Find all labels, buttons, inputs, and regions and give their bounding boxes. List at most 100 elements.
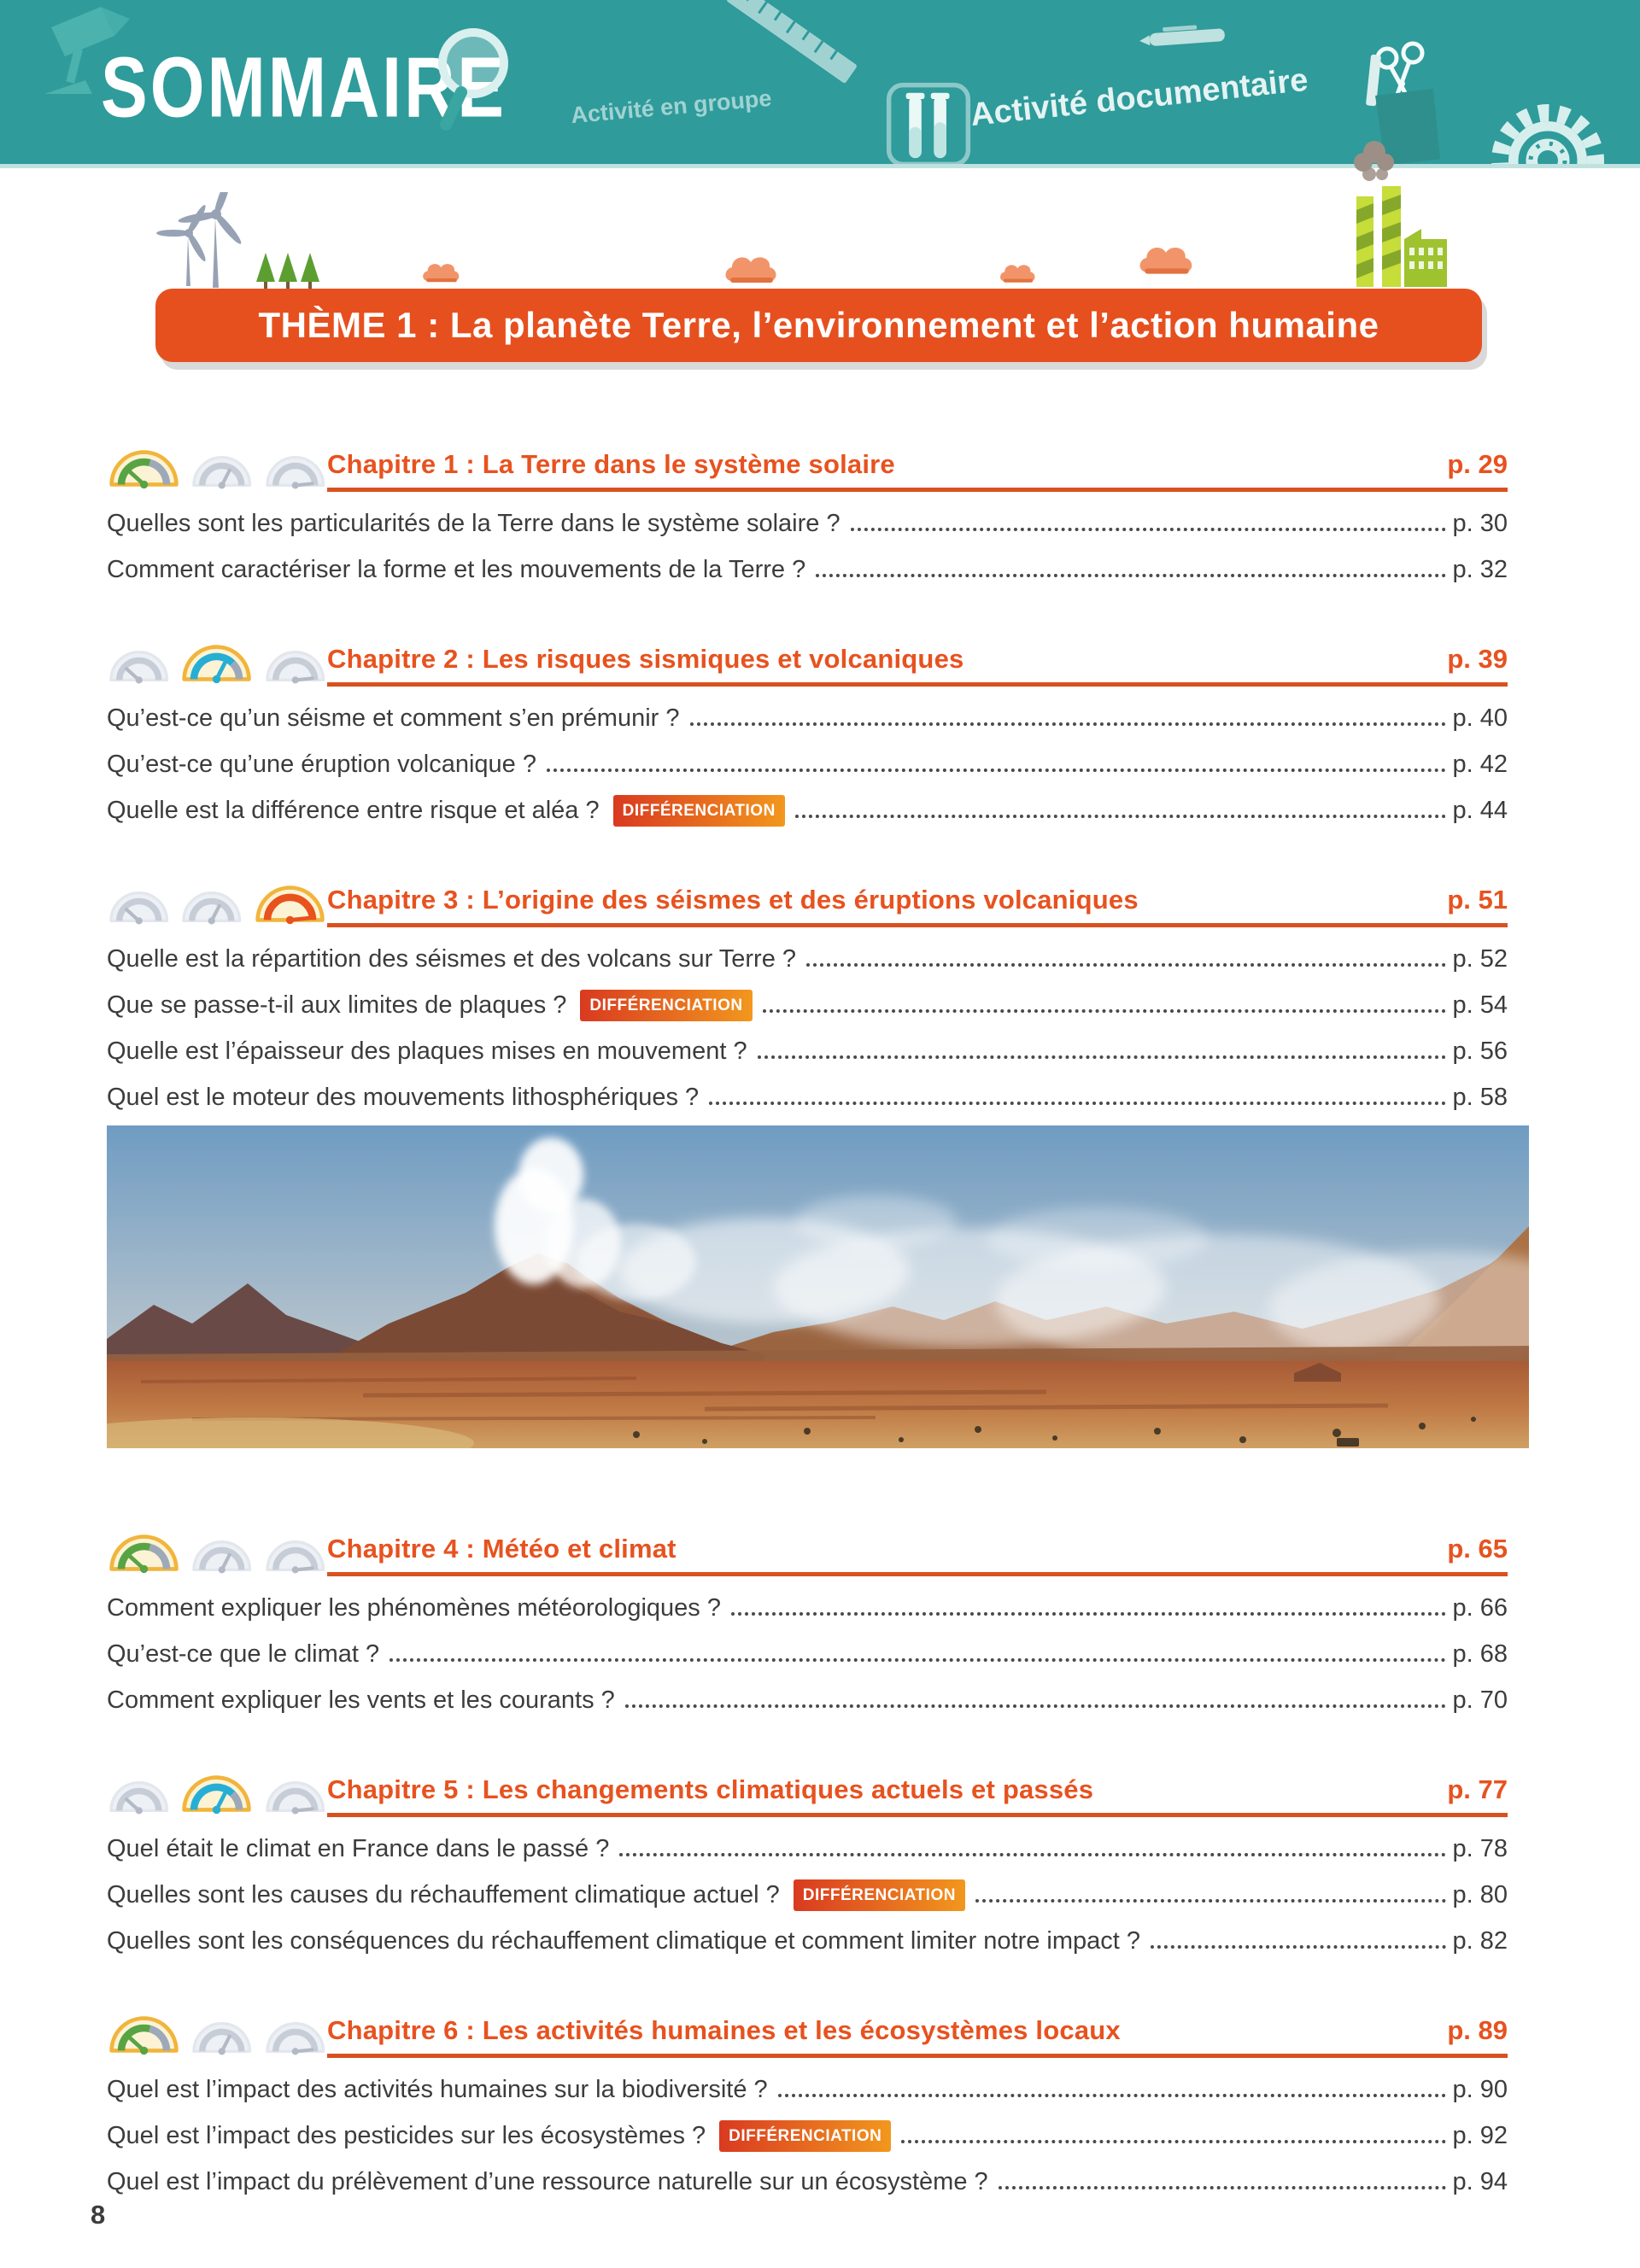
toc-entry-page: p. 78 — [1452, 1834, 1508, 1862]
chapter-section: Chapitre 3 : L’origine des séismes et de… — [107, 856, 1508, 1120]
difficulty-gauge-set — [107, 2013, 327, 2056]
toc-entry-text: Quel était le climat en France dans le p… — [107, 1834, 610, 1862]
difficulty-gauge — [192, 455, 252, 489]
page-title: SOMMAIRE — [101, 40, 507, 136]
page-number: 8 — [91, 2200, 106, 2230]
difficulty-gauge — [182, 891, 242, 925]
toc-entry-page: p. 92 — [1452, 2121, 1508, 2149]
cloud-icon — [423, 264, 460, 283]
toc-entry-page: p. 32 — [1452, 555, 1508, 583]
toc-entry: Quel est le moteur des mouvements lithos… — [107, 1074, 1508, 1120]
toc-entry: Quelles sont les particularités de la Te… — [107, 500, 1508, 547]
toc-entry-text: Quelle est la répartition des séismes et… — [107, 944, 797, 973]
difficulty-gauge — [192, 1540, 252, 1574]
chapter-heading: Chapitre 4 : Météo et climat p. 65 — [107, 1505, 1508, 1576]
chapter-rule — [327, 923, 1508, 927]
cloud-icon — [1139, 248, 1192, 274]
chapter-section: Chapitre 2 : Les risques sismiques et vo… — [107, 615, 1508, 833]
pen-icon — [1139, 25, 1225, 46]
toc-entry-text: Quelle est l’épaisseur des plaques mises… — [107, 1037, 747, 1065]
toc-entry-page: p. 80 — [1452, 1880, 1508, 1909]
toc-entry: Que se passe-t-il aux limites de plaques… — [107, 982, 1508, 1028]
toc-entry-page: p. 68 — [1452, 1640, 1508, 1668]
chapter-heading: Chapitre 2 : Les risques sismiques et vo… — [107, 615, 1508, 687]
difficulty-gauge — [192, 2021, 252, 2055]
toc-entry: Quelles sont les conséquences du réchauf… — [107, 1918, 1508, 1964]
chapter-title: Chapitre 2 : Les risques sismiques et vo… — [327, 644, 964, 674]
differentiation-badge: DIFFÉRENCIATION — [719, 2119, 892, 2152]
toc-entry-page: p. 54 — [1452, 991, 1508, 1019]
dot-leader — [998, 2186, 1446, 2189]
dot-leader — [730, 1612, 1446, 1616]
dot-leader — [777, 2094, 1446, 2097]
chapter-rule — [327, 1572, 1508, 1576]
chapter-section: Chapitre 4 : Météo et climat p. 65 Comme… — [107, 1505, 1508, 1723]
chapter-title: Chapitre 3 : L’origine des séismes et de… — [327, 885, 1139, 915]
toc-entry-page: p. 94 — [1452, 2167, 1508, 2195]
chapter-page-number: p. 51 — [1447, 885, 1508, 915]
toc-entry-text: Qu’est-ce qu’une éruption volcanique ? — [107, 750, 536, 778]
chapter-section: Chapitre 1 : La Terre dans le système so… — [107, 420, 1508, 593]
chapter-section: Chapitre 6 : Les activités humaines et l… — [107, 1986, 1508, 2205]
dot-leader — [975, 1899, 1446, 1903]
dot-leader — [762, 1009, 1446, 1013]
documentary-activity-label: Activité documentaire — [969, 61, 1310, 134]
toc-entry-page: p. 30 — [1452, 509, 1508, 537]
toc-entry-page: p. 70 — [1452, 1686, 1508, 1714]
table-of-contents: Chapitre 1 : La Terre dans le système so… — [107, 420, 1508, 1143]
toc-entry: Qu’est-ce que le climat ? p. 68 — [107, 1631, 1508, 1677]
toc-entry: Comment expliquer les vents et les coura… — [107, 1677, 1508, 1723]
difficulty-gauge — [255, 886, 325, 925]
wind-turbines-icon — [156, 192, 242, 288]
difficulty-gauge — [182, 1775, 252, 1815]
theme-banner: THÈME 1 : La planète Terre, l’environnem… — [155, 289, 1482, 362]
toc-entry-page: p. 58 — [1452, 1083, 1508, 1111]
chapter-page-number: p. 89 — [1447, 2015, 1508, 2045]
chapter-title: Chapitre 6 : Les activités humaines et l… — [327, 2015, 1121, 2045]
toc-entry: Quel est l’impact des pesticides sur les… — [107, 2113, 1508, 2159]
ruler-icon — [727, 0, 857, 83]
chapter-rule — [327, 1813, 1508, 1817]
toc-entry-text: Quelles sont les causes du réchauffement… — [107, 1880, 780, 1909]
chapter-page-number: p. 29 — [1447, 449, 1508, 479]
chapter-page-number: p. 77 — [1447, 1774, 1508, 1804]
toc-entry-text: Quel est l’impact des pesticides sur les… — [107, 2121, 706, 2149]
factory-icon — [1354, 141, 1447, 287]
difficulty-gauge — [265, 2021, 325, 2055]
toc-entry: Qu’est-ce qu’une éruption volcanique ? p… — [107, 741, 1508, 787]
dot-leader — [806, 963, 1446, 967]
difficulty-gauge-set — [107, 1772, 327, 1815]
difficulty-gauge-set — [107, 1531, 327, 1575]
dot-leader — [901, 2140, 1446, 2143]
toc-entry-text: Qu’est-ce que le climat ? — [107, 1640, 380, 1668]
toc-entry-text: Que se passe-t-il aux limites de plaques… — [107, 991, 567, 1019]
desk-lamp-icon — [44, 7, 130, 94]
differentiation-badge: DIFFÉRENCIATION — [580, 989, 753, 1021]
differentiation-badge: DIFFÉRENCIATION — [793, 1879, 965, 1911]
difficulty-gauge — [109, 2016, 179, 2055]
table-of-contents-continued: Chapitre 4 : Météo et climat p. 65 Comme… — [107, 1505, 1508, 2227]
toc-entry: Comment caractériser la forme et les mou… — [107, 547, 1508, 593]
toc-entry: Comment expliquer les phénomènes météoro… — [107, 1585, 1508, 1631]
gear-icon — [1491, 104, 1604, 164]
theme-banner-title: THÈME 1 : La planète Terre, l’environnem… — [258, 305, 1379, 345]
difficulty-gauge-set — [107, 641, 327, 685]
chapter-heading: Chapitre 1 : La Terre dans le système so… — [107, 420, 1508, 492]
chapter-rule — [327, 682, 1508, 687]
toc-entry-page: p. 44 — [1452, 796, 1508, 824]
toc-entry-text: Comment expliquer les phénomènes météoro… — [107, 1593, 721, 1622]
toc-entry-page: p. 66 — [1452, 1593, 1508, 1622]
dot-leader — [390, 1658, 1446, 1662]
chapter-rule — [327, 488, 1508, 492]
dot-leader — [816, 574, 1446, 577]
dot-leader — [709, 1102, 1446, 1105]
dot-leader — [850, 528, 1446, 531]
chapter-rule — [327, 2054, 1508, 2058]
difficulty-gauge — [109, 650, 169, 684]
toc-entry-text: Qu’est-ce qu’un séisme et comment s’en p… — [107, 704, 680, 732]
differentiation-badge: DIFFÉRENCIATION — [612, 794, 785, 827]
dot-leader — [1151, 1945, 1446, 1949]
chapter-heading: Chapitre 6 : Les activités humaines et l… — [107, 1986, 1508, 2058]
difficulty-gauge — [182, 645, 252, 684]
difficulty-gauge — [265, 455, 325, 489]
